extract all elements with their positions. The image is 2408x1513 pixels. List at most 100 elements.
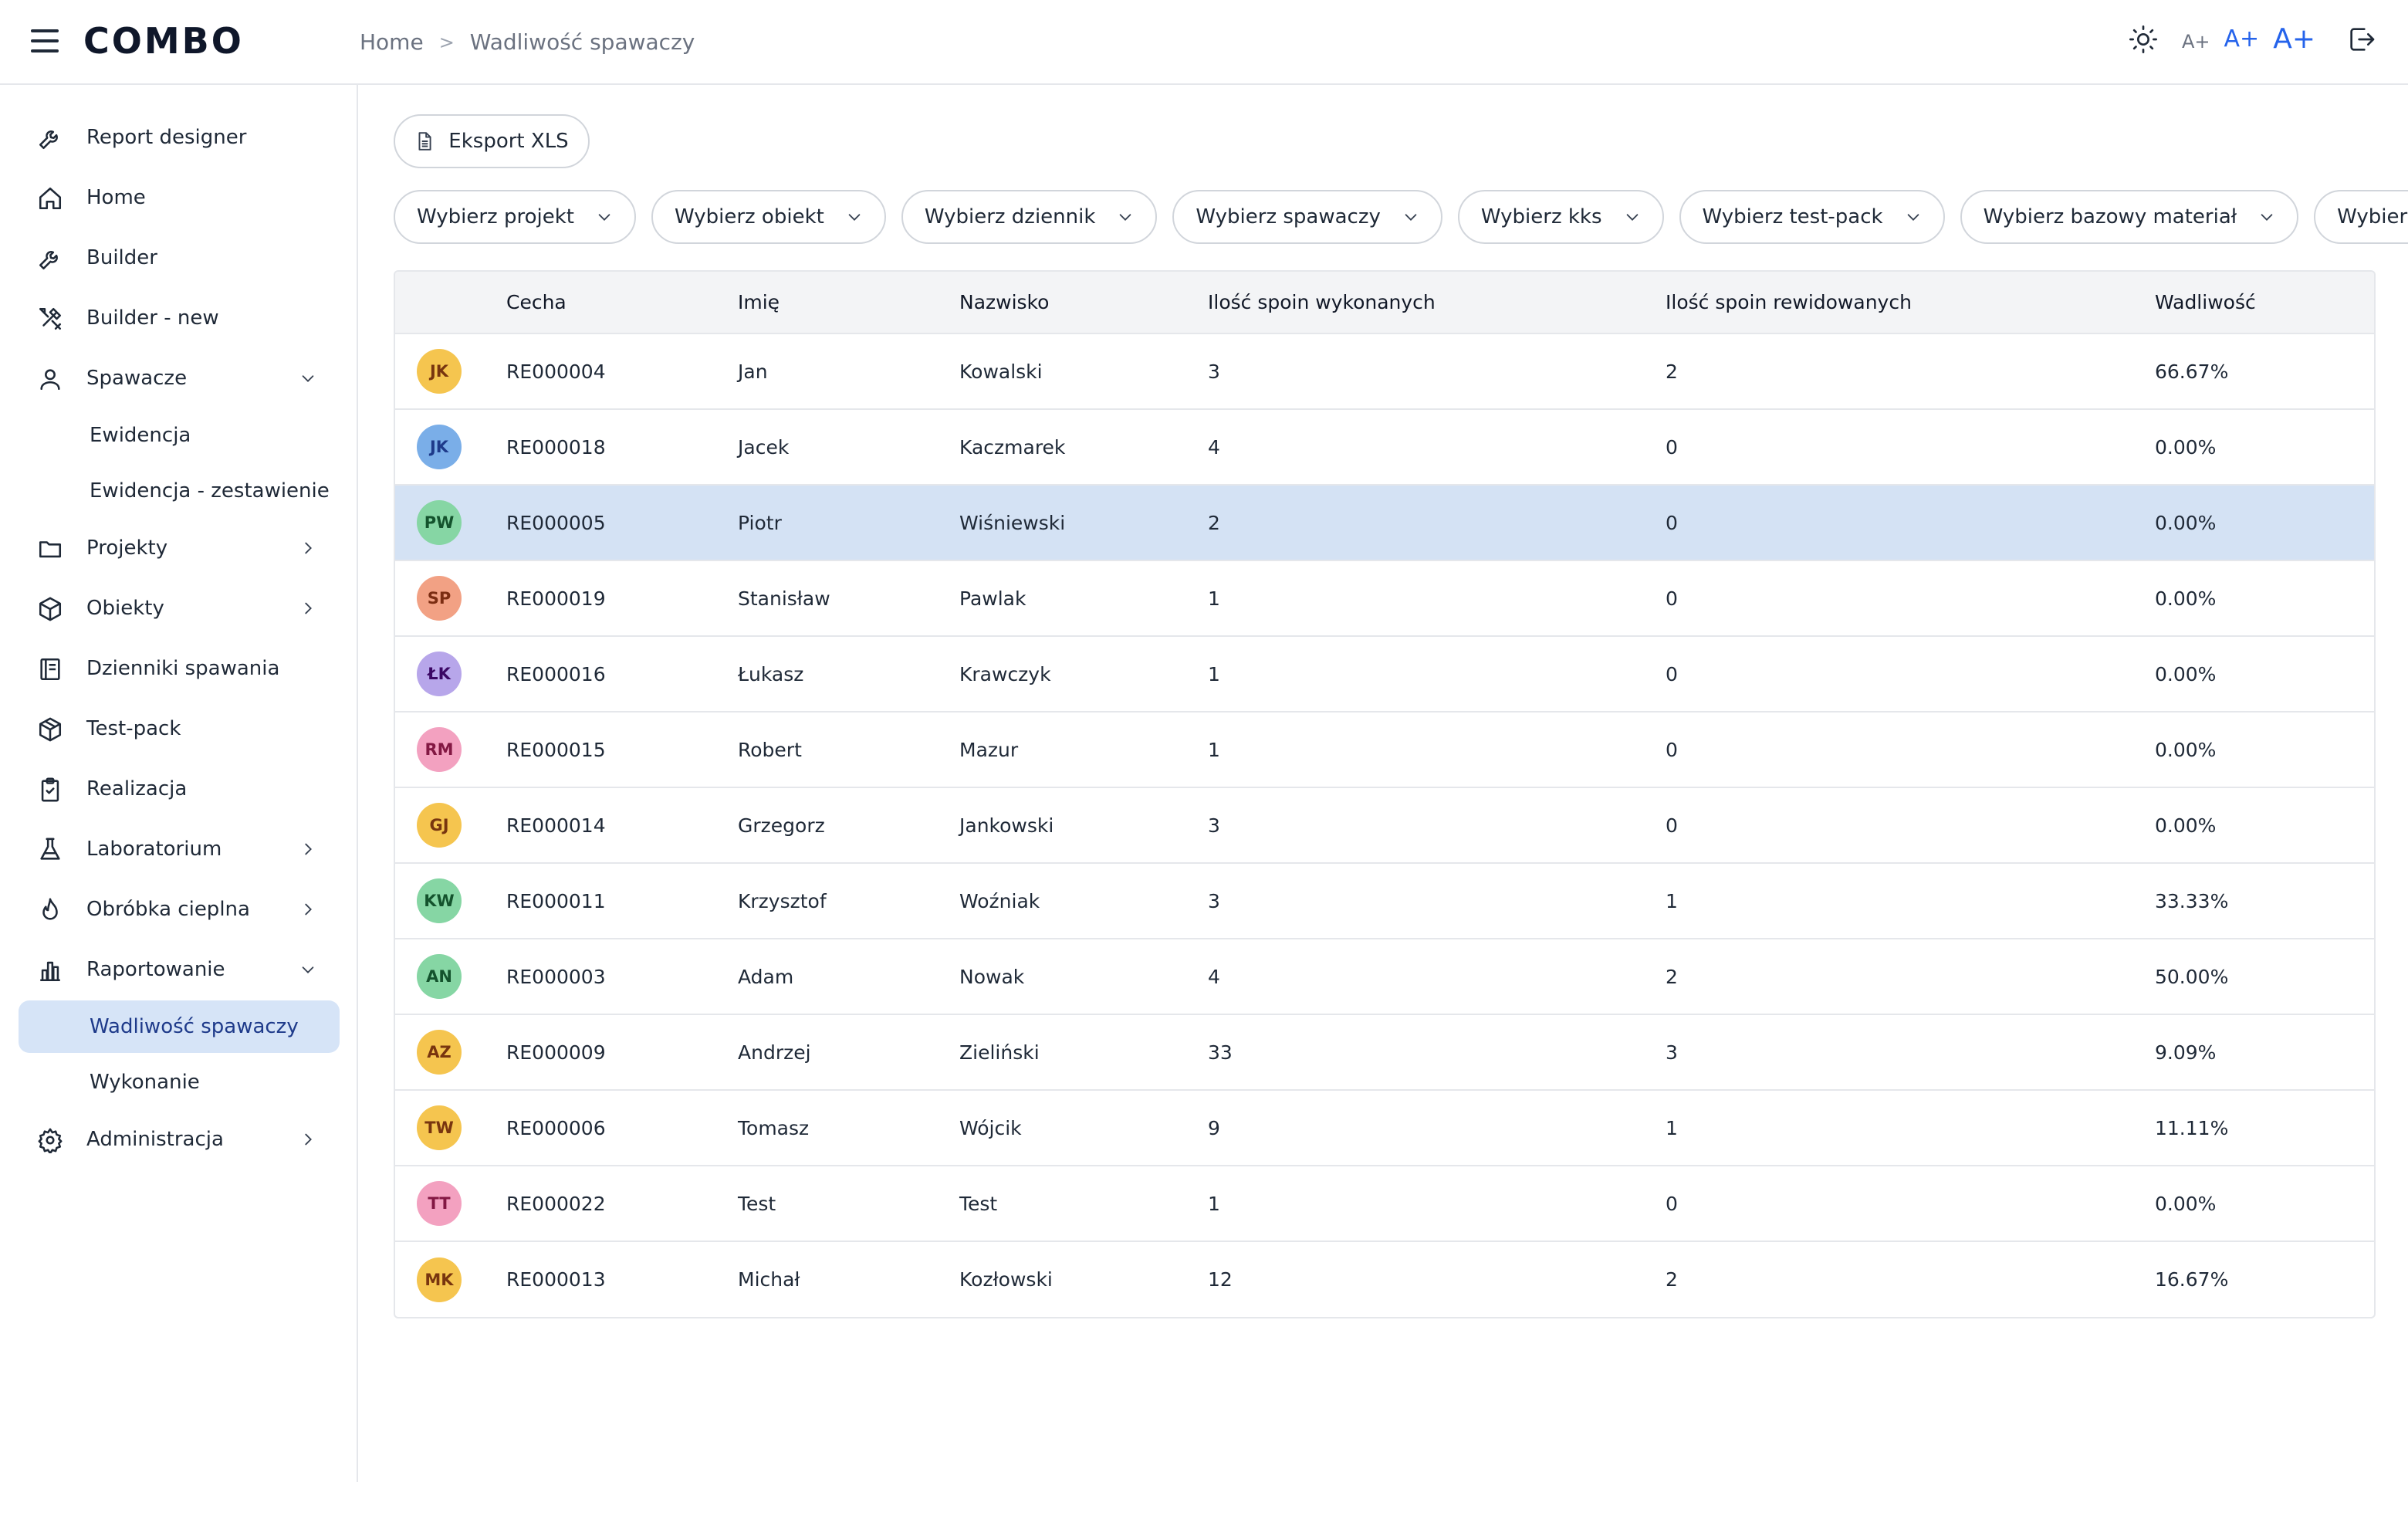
- column-header-cecha[interactable]: Cecha: [506, 291, 566, 313]
- filter-dropdown[interactable]: Wybierz dodatkowy m: [2314, 190, 2408, 244]
- sidebar-item-report-designer[interactable]: Report designer: [19, 111, 340, 164]
- cell-cecha: RE000015: [506, 738, 606, 761]
- sidebar-item-builder-new[interactable]: Builder - new: [19, 292, 340, 344]
- table-row[interactable]: TW RE000006 Tomasz Wójcik 9 1 11.11%: [395, 1090, 2374, 1166]
- filter-dropdown[interactable]: Wybierz projekt: [394, 190, 636, 244]
- filter-label: Wybierz obiekt: [674, 205, 824, 228]
- table-row[interactable]: JK RE000004 Jan Kowalski 3 2 66.67%: [395, 333, 2374, 409]
- avatar: AN: [417, 954, 462, 999]
- sidebar-item-dzienniki-spawania[interactable]: Dzienniki spawania: [19, 642, 340, 695]
- filter-dropdown[interactable]: Wybierz dziennik: [901, 190, 1158, 244]
- avatar-cell: JK: [395, 333, 506, 409]
- file-spreadsheet-icon: [418, 132, 431, 151]
- sidebar-item-laboratorium[interactable]: Laboratorium: [19, 823, 340, 875]
- cell-rewidowane: 1: [1666, 889, 1678, 912]
- table-row[interactable]: PW RE000005 Piotr Wiśniewski 2 0 0.00%: [395, 485, 2374, 560]
- breadcrumb-home[interactable]: Home: [360, 29, 424, 55]
- table-row[interactable]: KW RE000011 Krzysztof Woźniak 3 1 33.33%: [395, 863, 2374, 939]
- filter-dropdown[interactable]: Wybierz obiekt: [651, 190, 886, 244]
- avatar-cell: RM: [395, 712, 506, 787]
- cell-rewidowane: 0: [1666, 511, 1678, 534]
- filter-dropdown[interactable]: Wybierz spawaczy: [1172, 190, 1442, 244]
- font-size-large-button[interactable]: A+: [2273, 23, 2315, 55]
- tools-icon: [39, 307, 62, 330]
- cell-wykonane: 9: [1208, 1116, 1220, 1139]
- filter-dropdown[interactable]: Wybierz kks: [1457, 190, 1664, 244]
- cell-wadliwosc: 0.00%: [2155, 435, 2217, 459]
- sidebar-item-obrobka-cieplna[interactable]: Obróbka cieplna: [19, 883, 340, 936]
- app-logo[interactable]: COMBO: [83, 20, 244, 62]
- table-row[interactable]: ŁK RE000016 Łukasz Krawczyk 1 0 0.00%: [395, 636, 2374, 712]
- sidebar-item-realizacja[interactable]: Realizacja: [19, 763, 340, 815]
- sidebar-item-label: Laboratorium: [86, 838, 222, 861]
- cell-wykonane: 3: [1208, 814, 1220, 837]
- sidebar-item-administracja[interactable]: Administracja: [19, 1113, 340, 1166]
- table-row[interactable]: AN RE000003 Adam Nowak 4 2 50.00%: [395, 939, 2374, 1014]
- column-header-imie[interactable]: Imię: [738, 291, 780, 313]
- cell-rewidowane: 0: [1666, 435, 1678, 459]
- export-xls-button[interactable]: Eksport XLS: [394, 114, 590, 168]
- logout-icon[interactable]: [2346, 24, 2377, 55]
- filter-label: Wybierz bazowy materiał: [1983, 205, 2237, 228]
- column-header-rewidowane[interactable]: Ilość spoin rewidowanych: [1666, 291, 1912, 313]
- cell-cecha: RE000016: [506, 662, 606, 685]
- table-row[interactable]: JK RE000018 Jacek Kaczmarek 4 0 0.00%: [395, 409, 2374, 485]
- sun-icon[interactable]: [2128, 24, 2159, 55]
- font-size-medium-button[interactable]: A+: [2224, 25, 2260, 52]
- sidebar-item-test-pack[interactable]: Test-pack: [19, 702, 340, 755]
- cell-wadliwosc: 9.09%: [2155, 1041, 2217, 1064]
- sidebar-item-obiekty[interactable]: Obiekty: [19, 582, 340, 635]
- sidebar-item-ewidencja[interactable]: Ewidencja: [19, 409, 340, 462]
- column-header-wadliwosc[interactable]: Wadliwość: [2155, 291, 2256, 313]
- breadcrumb: Home > Wadliwość spawaczy: [360, 29, 695, 55]
- filter-label: Wybierz dziennik: [924, 205, 1096, 228]
- cell-nazwisko: Woźniak: [959, 889, 1040, 912]
- avatar-cell: TW: [395, 1090, 506, 1166]
- cell-imie: Test: [738, 1192, 776, 1215]
- cell-cecha: RE000018: [506, 435, 606, 459]
- table-row[interactable]: TT RE000022 Test Test 1 0 0.00%: [395, 1166, 2374, 1241]
- avatar-cell: MK: [395, 1241, 506, 1317]
- cell-nazwisko: Jankowski: [959, 814, 1054, 837]
- filter-dropdown[interactable]: Wybierz test-pack: [1679, 190, 1945, 244]
- sidebar-item-raportowanie[interactable]: Raportowanie: [19, 943, 340, 996]
- cell-imie: Tomasz: [738, 1116, 810, 1139]
- table-row[interactable]: MK RE000013 Michał Kozłowski 12 2 16.67%: [395, 1241, 2374, 1317]
- cell-imie: Robert: [738, 738, 802, 761]
- column-header-wykonane[interactable]: Ilość spoin wykonanych: [1208, 291, 1436, 313]
- sidebar-item-wykonanie[interactable]: Wykonanie: [19, 1056, 340, 1109]
- chevron-down-icon: [1626, 214, 1638, 221]
- cell-imie: Krzysztof: [738, 889, 827, 912]
- sidebar-item-wadliwosc-spawaczy[interactable]: Wadliwość spawaczy: [19, 1000, 340, 1053]
- avatar: GJ: [417, 803, 462, 848]
- sidebar-item-label: Ewidencja - zestawienie: [90, 479, 330, 503]
- cell-wykonane: 1: [1208, 662, 1220, 685]
- font-size-small-button[interactable]: A+: [2182, 30, 2210, 52]
- table-row[interactable]: AZ RE000009 Andrzej Zieliński 33 3 9.09%: [395, 1014, 2374, 1090]
- sidebar-item-label: Builder - new: [86, 306, 219, 330]
- sidebar-item-ewidencja-zestawienie[interactable]: Ewidencja - zestawienie: [19, 465, 340, 517]
- sidebar-item-projekty[interactable]: Projekty: [19, 522, 340, 574]
- table-row[interactable]: SP RE000019 Stanisław Pawlak 1 0 0.00%: [395, 560, 2374, 636]
- table-row[interactable]: GJ RE000014 Grzegorz Jankowski 3 0 0.00%: [395, 787, 2374, 863]
- sidebar-item-label: Administracja: [86, 1128, 224, 1151]
- column-header-nazwisko[interactable]: Nazwisko: [959, 291, 1050, 313]
- sidebar-item-home[interactable]: Home: [19, 171, 340, 224]
- cell-cecha: RE000006: [506, 1116, 606, 1139]
- filter-dropdown[interactable]: Wybierz bazowy materiał: [1960, 190, 2299, 244]
- menu-toggle-icon[interactable]: [31, 29, 59, 52]
- breadcrumb-current: Wadliwość spawaczy: [469, 29, 695, 55]
- avatar: KW: [417, 878, 462, 923]
- avatar: MK: [417, 1257, 462, 1302]
- cell-rewidowane: 0: [1666, 814, 1678, 837]
- cell-wadliwosc: 16.67%: [2155, 1268, 2229, 1291]
- sidebar-item-spawacze[interactable]: Spawacze: [19, 352, 340, 404]
- cell-wadliwosc: 0.00%: [2155, 1192, 2217, 1215]
- sidebar-item-builder[interactable]: Builder: [19, 232, 340, 284]
- table-row[interactable]: RM RE000015 Robert Mazur 1 0 0.00%: [395, 712, 2374, 787]
- filter-bar: Wybierz projekt Wybierz obiekt Wybierz dzi…: [394, 190, 2408, 245]
- cell-imie: Grzegorz: [738, 814, 825, 837]
- clipboard-check-icon: [41, 777, 59, 802]
- avatar: RM: [417, 727, 462, 772]
- cell-wadliwosc: 0.00%: [2155, 511, 2217, 534]
